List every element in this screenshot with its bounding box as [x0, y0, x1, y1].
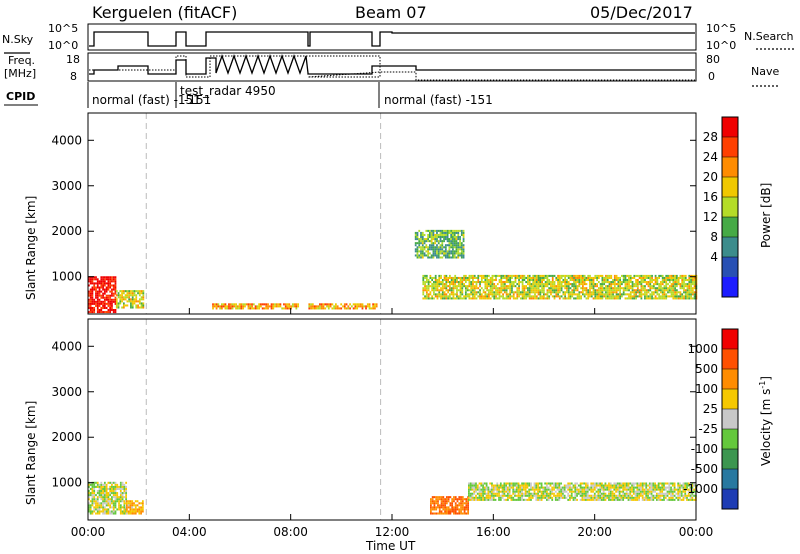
power-region-4: [308, 303, 378, 310]
velocity-ylabel: Slant Range [km]: [24, 401, 38, 505]
nsky-trace: [89, 31, 695, 47]
cpid-label: CPID: [6, 90, 35, 103]
colorbar-tick-label: -1000: [683, 482, 718, 496]
freq-trace: [89, 54, 695, 75]
velocity-data: [88, 481, 697, 515]
colorbar-tick-label: 12: [703, 210, 718, 224]
velocity-region-3: [430, 496, 470, 515]
power-colorbar: 28 24 20 16 12 8 4: [703, 116, 739, 298]
power-region-1: [88, 276, 117, 314]
x-tick-label: 12:00: [375, 525, 410, 539]
velocity-colorbar-label: Velocity [m s-1]: [758, 376, 773, 466]
x-tick-label: 04:00: [172, 525, 207, 539]
y-tick-label: 1000: [51, 476, 82, 490]
power-region-5: [422, 274, 698, 300]
nsky-tick-bottom: 10^0: [48, 39, 78, 52]
colorbar-tick-label: 100: [695, 382, 718, 396]
power-ylabel: Slant Range [km]: [24, 196, 38, 300]
freq-panel: [87, 52, 697, 82]
nave-trace: [89, 55, 695, 81]
colorbar-tick-label: 1000: [687, 342, 718, 356]
y-tick-label: 4000: [51, 133, 82, 147]
x-tick-label: 20:00: [577, 525, 612, 539]
velocity-colorbar: 1000 500 100 25 -25 -100 -500 -1000: [683, 328, 739, 510]
colorbar-tick-label: 4: [710, 250, 718, 264]
x-tick-label: 08:00: [273, 525, 308, 539]
colorbar-swatch: [722, 409, 738, 429]
nsky-label: N.Sky: [2, 33, 34, 46]
x-tick-label: 16:00: [476, 525, 511, 539]
power-colorbar-label: Power [dB]: [759, 183, 773, 248]
colorbar-swatch: [722, 469, 738, 489]
date-title: 05/Dec/2017: [590, 3, 693, 22]
power-data: [88, 229, 698, 314]
freq-tick-bottom: 8: [70, 70, 77, 83]
colorbar-tick-label: -500: [691, 462, 718, 476]
velocity-panel: 1000 2000 3000 4000: [51, 318, 697, 521]
x-axis-label: Time UT: [365, 539, 416, 553]
cpid-segment-3: -151: [184, 93, 211, 107]
colorbar-tick-label: -100: [691, 442, 718, 456]
nsearch-tick-top: 10^5: [706, 22, 736, 35]
nsky-panel: [87, 23, 697, 51]
cpid-segment-2: test_radar 4950: [180, 84, 276, 98]
y-tick-label: 1000: [51, 270, 82, 284]
nsearch-tick-bottom: 10^0: [706, 39, 736, 52]
power-panel: 1000 2000 3000 4000: [51, 112, 698, 315]
colorbar-swatch: [722, 429, 738, 449]
colorbar-swatch: [722, 217, 738, 237]
cpid-segment-1: normal (fast) -151: [92, 93, 201, 107]
nave-tick-top: 80: [706, 53, 720, 66]
colorbar-tick-label: 20: [703, 170, 718, 184]
colorbar-tick-label: 16: [703, 190, 718, 204]
colorbar-swatch: [722, 277, 738, 297]
nsky-tick-top: 10^5: [48, 22, 78, 35]
freq-label-1: Freq.: [8, 54, 35, 67]
colorbar-tick-label: 500: [695, 362, 718, 376]
power-region-6: [414, 229, 465, 259]
station-title: Kerguelen (fitACF): [92, 3, 237, 22]
colorbar-tick-label: -25: [698, 422, 718, 436]
colorbar-frame: [721, 328, 739, 510]
colorbar-tick-label: 25: [703, 402, 718, 416]
nave-tick-bottom: 0: [708, 70, 715, 83]
velocity-region-1: [88, 481, 128, 515]
colorbar-swatch: [722, 137, 738, 157]
y-tick-label: 3000: [51, 179, 82, 193]
velocity-region-4: [468, 482, 697, 501]
y-tick-label: 2000: [51, 430, 82, 444]
freq-tick-top: 18: [66, 53, 80, 66]
beam-title: Beam 07: [355, 3, 427, 22]
colorbar-tick-label: 24: [703, 150, 718, 164]
colorbar-swatch: [722, 329, 738, 349]
colorbar-swatch: [722, 349, 738, 369]
x-axis: 00:00 04:00 08:00 12:00 16:00 20:00 00:00: [71, 525, 714, 539]
y-tick-label: 4000: [51, 339, 82, 353]
colorbar-swatch: [722, 369, 738, 389]
nave-label: Nave: [751, 65, 779, 78]
cpid-segment-4: normal (fast) -151: [384, 93, 493, 107]
power-region-3: [212, 303, 300, 310]
colorbar-swatch: [722, 177, 738, 197]
colorbar-swatch: [722, 489, 738, 509]
x-tick-label: 00:00: [679, 525, 714, 539]
colorbar-swatch: [722, 389, 738, 409]
colorbar-frame: [721, 116, 739, 298]
colorbar-swatch: [722, 257, 738, 277]
power-region-2: [115, 290, 145, 309]
colorbar-swatch: [722, 237, 738, 257]
freq-label-2: [MHz]: [4, 67, 36, 80]
colorbar-swatch: [722, 157, 738, 177]
nsearch-label: N.Search: [744, 30, 794, 43]
y-tick-label: 3000: [51, 385, 82, 399]
colorbar-tick-label: 8: [710, 230, 718, 244]
velocity-region-2: [126, 500, 144, 515]
x-tick-label: 00:00: [71, 525, 106, 539]
colorbar-swatch: [722, 449, 738, 469]
colorbar-swatch: [722, 197, 738, 217]
y-tick-label: 2000: [51, 224, 82, 238]
colorbar-swatch: [722, 117, 738, 137]
colorbar-tick-label: 28: [703, 130, 718, 144]
